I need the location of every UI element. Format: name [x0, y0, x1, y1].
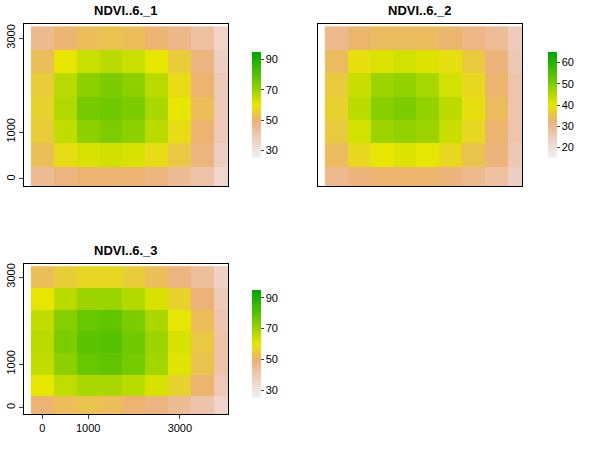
svg-text:90: 90	[266, 53, 278, 65]
svg-text:30: 30	[562, 120, 574, 132]
svg-text:3000: 3000	[5, 263, 17, 287]
svg-text:30: 30	[266, 384, 278, 396]
svg-text:70: 70	[266, 84, 278, 96]
svg-text:0: 0	[5, 403, 17, 409]
svg-text:NDVI..6._3: NDVI..6._3	[94, 243, 158, 258]
svg-text:1000: 1000	[5, 118, 17, 142]
svg-text:0: 0	[5, 174, 17, 180]
svg-text:20: 20	[562, 141, 574, 153]
svg-text:NDVI..6._1: NDVI..6._1	[94, 3, 158, 18]
svg-text:70: 70	[266, 322, 278, 334]
svg-text:30: 30	[266, 144, 278, 156]
svg-text:50: 50	[266, 114, 278, 126]
svg-text:0: 0	[39, 422, 45, 434]
svg-text:1000: 1000	[5, 350, 17, 374]
svg-text:90: 90	[266, 292, 278, 304]
svg-text:50: 50	[562, 78, 574, 90]
svg-text:60: 60	[562, 56, 574, 68]
svg-text:50: 50	[266, 353, 278, 365]
svg-text:3000: 3000	[5, 24, 17, 48]
svg-text:1000: 1000	[76, 422, 100, 434]
svg-text:3000: 3000	[168, 422, 192, 434]
svg-text:40: 40	[562, 99, 574, 111]
svg-text:NDVI..6._2: NDVI..6._2	[388, 3, 452, 18]
